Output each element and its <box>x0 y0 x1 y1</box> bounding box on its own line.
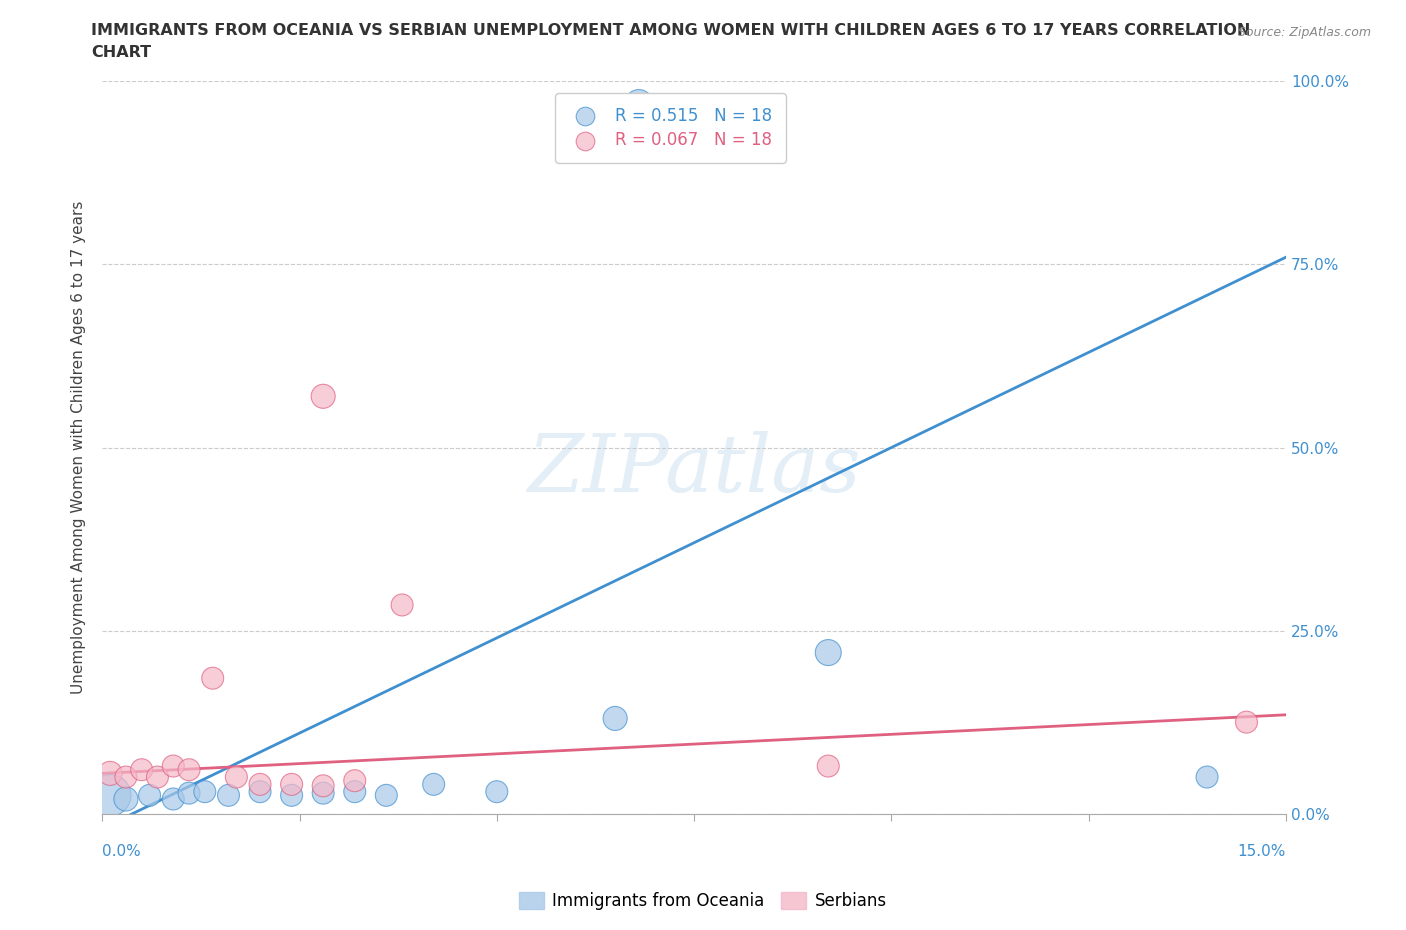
Text: ZIPatlas: ZIPatlas <box>527 431 860 509</box>
Text: 15.0%: 15.0% <box>1237 844 1286 859</box>
Point <box>817 759 839 774</box>
Point <box>312 786 335 801</box>
Point <box>1195 770 1218 785</box>
Text: Source: ZipAtlas.com: Source: ZipAtlas.com <box>1237 26 1371 39</box>
Point <box>131 763 153 777</box>
Point <box>605 711 627 726</box>
Legend: Immigrants from Oceania, Serbians: Immigrants from Oceania, Serbians <box>512 885 894 917</box>
Point <box>280 777 302 791</box>
Point <box>177 786 200 801</box>
Point <box>343 784 366 799</box>
Point <box>146 770 169 785</box>
Point <box>391 598 413 613</box>
Point <box>201 671 224 685</box>
Point <box>249 784 271 799</box>
Point <box>98 788 121 803</box>
Point <box>162 759 184 774</box>
Point <box>312 389 335 404</box>
Point <box>162 791 184 806</box>
Point <box>249 777 271 791</box>
Y-axis label: Unemployment Among Women with Children Ages 6 to 17 years: Unemployment Among Women with Children A… <box>72 201 86 694</box>
Point <box>280 788 302 803</box>
Point <box>194 784 217 799</box>
Point <box>177 763 200 777</box>
Text: CHART: CHART <box>91 45 152 60</box>
Point <box>115 770 138 785</box>
Point <box>422 777 444 791</box>
Point <box>817 645 839 660</box>
Text: IMMIGRANTS FROM OCEANIA VS SERBIAN UNEMPLOYMENT AMONG WOMEN WITH CHILDREN AGES 6: IMMIGRANTS FROM OCEANIA VS SERBIAN UNEMP… <box>91 23 1251 38</box>
Point <box>225 770 247 785</box>
Legend: R = 0.515   N = 18, R = 0.067   N = 18: R = 0.515 N = 18, R = 0.067 N = 18 <box>555 93 786 163</box>
Point <box>115 791 138 806</box>
Point <box>485 784 508 799</box>
Point <box>343 773 366 788</box>
Point <box>138 788 160 803</box>
Point <box>1236 714 1258 729</box>
Point <box>375 788 398 803</box>
Point <box>312 778 335 793</box>
Point <box>98 766 121 781</box>
Point <box>627 96 650 111</box>
Point <box>218 788 240 803</box>
Text: 0.0%: 0.0% <box>103 844 141 859</box>
